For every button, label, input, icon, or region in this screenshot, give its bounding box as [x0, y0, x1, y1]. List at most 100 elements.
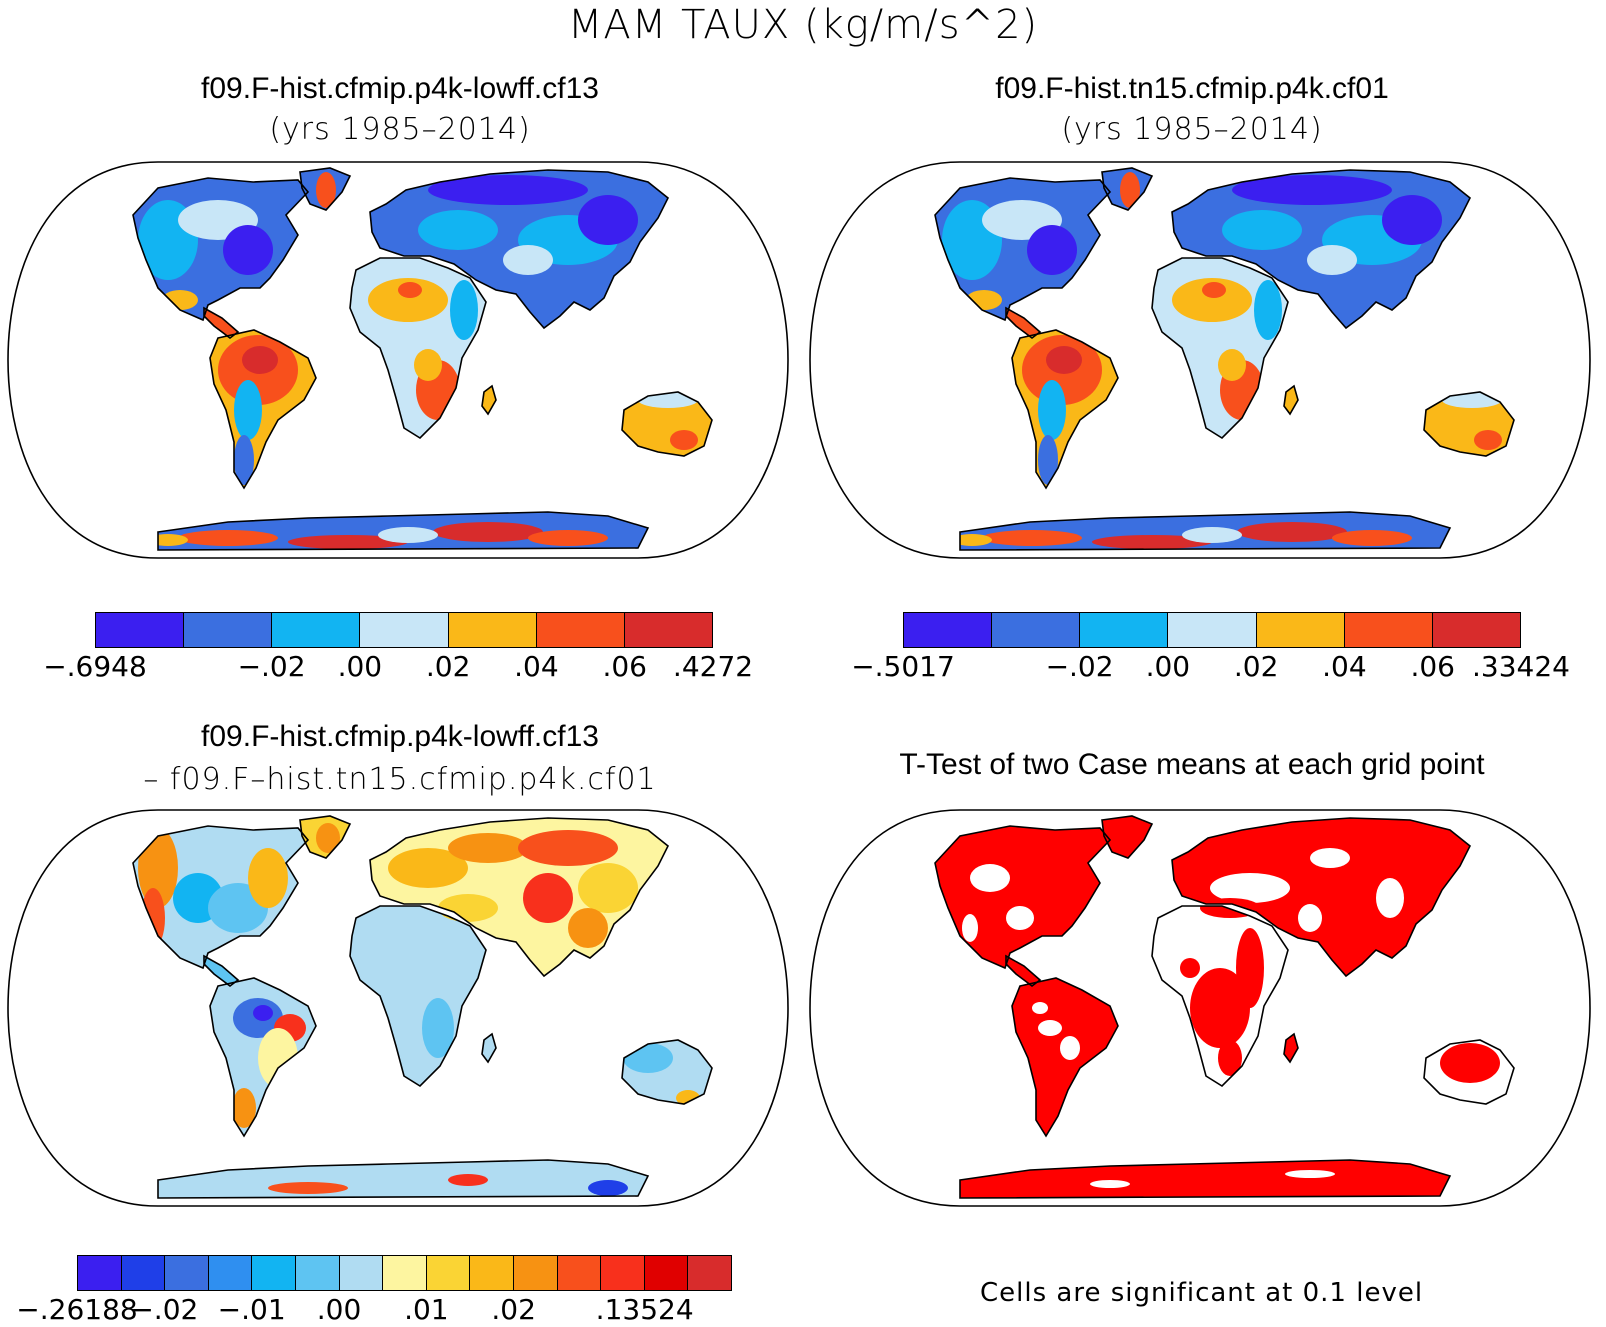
- field-region: [418, 210, 498, 250]
- colorbar-swatch: [208, 1256, 253, 1290]
- colorbar-swatch: [252, 1256, 296, 1290]
- colorbar-swatch: [644, 1256, 689, 1290]
- panel3-title: f09.F-hist.cfmip.p4k-lowff.cf13: [201, 720, 599, 753]
- colorbar-swatch: [121, 1256, 166, 1290]
- field-region: [1376, 878, 1404, 918]
- colorbar-swatch: [165, 1256, 209, 1290]
- colorbar-swatch: [1168, 613, 1257, 647]
- colorbar-swatch: [184, 613, 273, 647]
- colorbar-tick-label: .4272: [672, 650, 754, 683]
- coastline: [299, 815, 352, 859]
- colorbar-swatch: [426, 1256, 471, 1290]
- field-region: [1237, 522, 1347, 542]
- coastline: [157, 511, 650, 551]
- field-region: [248, 848, 288, 908]
- land-madagascar: [1284, 1034, 1298, 1062]
- coastline: [1151, 257, 1289, 440]
- coastline: [209, 329, 317, 490]
- coastline: [203, 306, 240, 339]
- land-camerica: [204, 308, 238, 338]
- coastline: [349, 905, 487, 1088]
- panel3-subtitle: – f09.F–hist.tn15.cfmip.p4k.cf01: [143, 762, 657, 797]
- colorbar-tick-label: .06: [602, 650, 647, 683]
- field-region: [232, 1088, 256, 1128]
- field-region: [523, 873, 573, 923]
- colorbar-swatch: [1344, 613, 1433, 647]
- coastline: [203, 954, 240, 987]
- field-region: [1474, 430, 1502, 450]
- field-region: [428, 175, 588, 205]
- colorbar-swatch: [557, 1256, 602, 1290]
- map-outline: [809, 809, 1591, 1207]
- colorbar-swatch: [383, 1256, 427, 1290]
- field-region: [1202, 282, 1226, 298]
- coastline: [1171, 817, 1472, 978]
- field-region: [970, 864, 1010, 892]
- land-antarctica: [960, 1160, 1450, 1198]
- field-region: [1006, 906, 1034, 930]
- field-region: [1232, 175, 1392, 205]
- colorbar-tick-label: −.02: [1045, 650, 1114, 683]
- field-region: [388, 922, 468, 954]
- field-region: [1332, 530, 1412, 546]
- field-region: [1310, 848, 1350, 868]
- coastline: [209, 977, 317, 1138]
- field-region: [1307, 245, 1357, 275]
- field-region: [528, 530, 608, 546]
- coastline: [1011, 329, 1119, 490]
- field-region: [1120, 172, 1140, 208]
- field-region: [1210, 873, 1290, 903]
- coastline: [481, 1032, 497, 1064]
- coastline: [621, 391, 713, 457]
- colorbar-tick-label: −.02: [130, 1293, 199, 1326]
- colorbar-swatch: [688, 1256, 731, 1290]
- colorbar-panel2: [903, 612, 1521, 648]
- field-region: [1440, 1043, 1500, 1083]
- field-region: [223, 225, 273, 275]
- coastline: [132, 825, 310, 970]
- field-region: [982, 530, 1082, 546]
- field-region: [316, 172, 336, 208]
- coastline: [959, 511, 1452, 551]
- colorbar-panel3: [77, 1255, 732, 1291]
- colorbar-swatch: [1080, 613, 1169, 647]
- colorbar-tick-label: .06: [1410, 650, 1455, 683]
- coastline: [481, 384, 497, 416]
- field-region: [234, 380, 262, 440]
- field-region: [1190, 968, 1250, 1048]
- colorbar-swatch: [624, 613, 712, 647]
- colorbar-swatch: [448, 613, 537, 647]
- field-region: [433, 522, 543, 542]
- colorbar-tick-label: .00: [1145, 650, 1191, 683]
- field-region: [1172, 278, 1252, 322]
- field-region: [1090, 1180, 1130, 1188]
- land-madagascar: [482, 1034, 496, 1062]
- coastline: [299, 167, 352, 211]
- map-panel-2: [809, 161, 1591, 559]
- colorbar-tick-label: −.6948: [43, 650, 147, 683]
- field-region: [178, 530, 278, 546]
- figure-title: MAM TAUX (kg/m/s^2): [567, 2, 1039, 48]
- panel4-title: T-Test of two Case means at each grid po…: [899, 748, 1485, 781]
- colorbar-tick-label: .04: [1322, 650, 1367, 683]
- colorbar-panel1-labels: −.6948 −.02 .00 .02 .04 .06 .4272: [43, 650, 753, 686]
- map-outline: [809, 161, 1591, 559]
- colorbar-tick-label: .02: [425, 650, 471, 683]
- field-region: [316, 823, 340, 853]
- coastline: [621, 1039, 713, 1105]
- colorbar-swatch: [1432, 613, 1520, 647]
- coastline: [157, 1159, 650, 1199]
- land-camerica: [1006, 308, 1040, 338]
- field-region: [578, 863, 638, 913]
- field-region: [518, 830, 618, 866]
- field-region: [1442, 400, 1502, 440]
- coastline: [132, 177, 310, 322]
- colorbar-tick-label: .13524: [595, 1293, 694, 1326]
- panel2-subtitle: (yrs 1985–2014): [1061, 112, 1323, 147]
- colorbar-panel2-labels: −.5017 −.02 .00 .02 .04 .06 .33424: [851, 650, 1570, 686]
- colorbar-tick-label: .01: [404, 1293, 449, 1326]
- field-region: [450, 280, 478, 340]
- map-outline: [7, 809, 789, 1207]
- colorbar-swatch: [96, 613, 185, 647]
- colorbar-swatch: [601, 1256, 645, 1290]
